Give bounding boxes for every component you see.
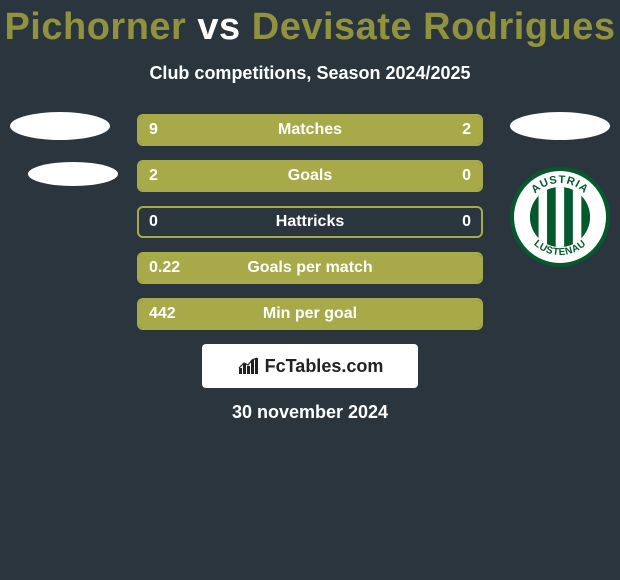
- stat-value-left: 2: [149, 167, 158, 185]
- subtitle: Club competitions, Season 2024/2025: [0, 63, 620, 84]
- stat-label: Matches: [278, 121, 342, 139]
- stat-value-left: 9: [149, 121, 158, 139]
- stat-value-left: 0: [149, 213, 158, 231]
- bar-chart-icon: [237, 356, 261, 376]
- stat-value-right: 2: [462, 121, 471, 139]
- stat-fill-right: [419, 116, 481, 144]
- player2-avatar-placeholder: [510, 112, 610, 140]
- player1-club-placeholder: [28, 162, 118, 186]
- stat-row: 9 2 Matches: [137, 114, 483, 146]
- stat-row: 0.22 Goals per match: [137, 252, 483, 284]
- date-text: 30 november 2024: [10, 402, 610, 423]
- stats-area: AUSTRIA LUSTENAU 9 2 Matches 2 0 Goals 0 0 Hattr…: [0, 114, 620, 423]
- stat-value-right: 0: [462, 213, 471, 231]
- stat-label: Goals per match: [247, 259, 372, 277]
- player1-avatar-placeholder: [10, 112, 110, 140]
- stat-label: Hattricks: [276, 213, 344, 231]
- stat-label: Min per goal: [263, 305, 357, 323]
- brand-box[interactable]: FcTables.com: [202, 344, 418, 388]
- page-title: Pichorner vs Devisate Rodrigues: [0, 6, 620, 49]
- stat-row: 0 0 Hattricks: [137, 206, 483, 238]
- stat-row: 2 0 Goals: [137, 160, 483, 192]
- stat-row: 442 Min per goal: [137, 298, 483, 330]
- player2-name: Devisate Rodrigues: [252, 6, 616, 48]
- club-badge-svg: AUSTRIA LUSTENAU: [510, 162, 610, 272]
- player2-club-badge: AUSTRIA LUSTENAU: [510, 162, 610, 272]
- stat-value-left: 0.22: [149, 259, 180, 277]
- title-vs: vs: [197, 6, 240, 48]
- comparison-widget: Pichorner vs Devisate Rodrigues Club com…: [0, 0, 620, 423]
- stat-value-right: 0: [462, 167, 471, 185]
- player1-name: Pichorner: [4, 6, 186, 48]
- stat-label: Goals: [288, 167, 332, 185]
- brand-text: FcTables.com: [265, 356, 384, 377]
- stat-value-left: 442: [149, 305, 176, 323]
